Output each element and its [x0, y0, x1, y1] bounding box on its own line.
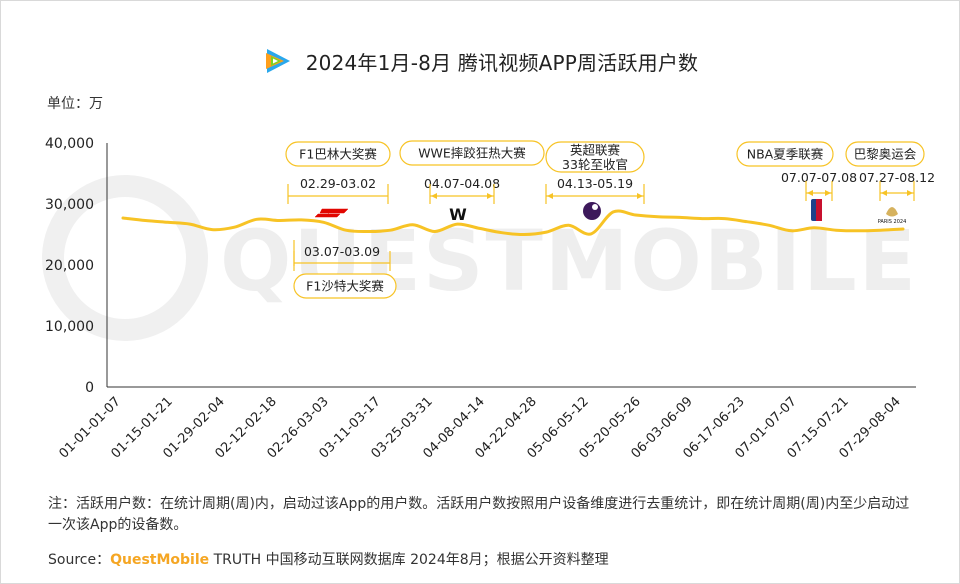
data-point: [679, 216, 682, 219]
data-point: [902, 228, 905, 231]
chart-title-row: 2024年1月-8月 腾讯视频APP周活跃用户数: [0, 44, 960, 78]
f1-saudi-label: F1沙特大奖赛: [306, 279, 384, 294]
paris-2024-logo-icon: [886, 207, 898, 217]
tencent-video-logo-icon: [265, 49, 290, 73]
premier-league-label: 英超联赛: [570, 142, 621, 157]
data-point: [322, 221, 325, 224]
premier-league-logo-icon-eye: [592, 204, 598, 210]
data-point: [746, 220, 749, 223]
data-point: [122, 217, 125, 220]
f1-saudi-box: [293, 273, 397, 299]
footnote: 注：活跃用户数：在统计周期(周)内，启动过该App的用户数。活跃用户数按照用户设…: [48, 496, 910, 533]
y-tick-label: 20,000: [45, 258, 94, 274]
wwe-box: [399, 140, 545, 166]
wwe-label: WWE摔跤狂热大赛: [418, 146, 526, 161]
data-point: [434, 230, 437, 233]
f1-logo-icon: [314, 208, 349, 218]
data-point: [478, 227, 481, 230]
data-point: [389, 229, 392, 232]
data-point: [345, 229, 348, 232]
f1-bahrain-range: 02.29-03.02: [300, 176, 376, 191]
data-point: [657, 216, 660, 219]
data-point: [879, 229, 882, 232]
wwe-arrow-left: [431, 193, 437, 199]
f1-bahrain-box: [285, 141, 391, 167]
data-point: [166, 221, 169, 224]
data-point: [255, 218, 258, 221]
data-point: [278, 219, 281, 222]
nba-range: 07.07-07.08: [781, 170, 857, 185]
data-point: [411, 223, 414, 226]
nba-arrow-right: [825, 190, 831, 196]
paris-olympics-arrow-right: [907, 190, 913, 196]
data-point: [835, 229, 838, 232]
data-point: [634, 214, 637, 217]
data-point: [590, 233, 593, 236]
watermark-ring-icon: [42, 175, 208, 341]
premier-league-arrow-left: [547, 193, 553, 199]
premier-league-logo-icon: [583, 202, 601, 220]
paris-2024-logo-text: PARIS 2024: [878, 219, 907, 225]
data-point: [501, 231, 504, 234]
data-point: [233, 226, 236, 229]
data-point: [300, 219, 303, 222]
data-point: [768, 224, 771, 227]
data-point: [857, 230, 860, 233]
wwe-arrow-right: [487, 193, 493, 199]
premier-league-range: 04.13-05.19: [557, 176, 633, 191]
data-point: [813, 227, 816, 230]
wwe-range: 04.07-04.08: [424, 176, 500, 191]
y-tick-label: 40,000: [45, 136, 94, 152]
data-point: [701, 217, 704, 220]
source-brand: QuestMobile: [110, 552, 210, 568]
data-point: [211, 228, 214, 231]
paris-olympics-label: 巴黎奥运会: [854, 147, 917, 162]
f1-saudi-range: 03.07-03.09: [304, 244, 380, 259]
data-point: [523, 233, 526, 236]
data-point: [144, 219, 147, 222]
nba-box: [736, 141, 834, 167]
data-point: [545, 231, 548, 234]
y-tick-label: 0: [85, 380, 94, 396]
series-line: [121, 209, 905, 237]
nba-label: NBA夏季联赛: [747, 147, 824, 162]
wwe-logo-icon: W: [449, 205, 467, 224]
nba-logo-icon-red: [816, 199, 822, 221]
y-tick-label: 30,000: [45, 197, 94, 213]
paris-olympics-range: 07.27-08.12: [859, 170, 935, 185]
annotations-layer: F1巴林大奖赛 02.29-03.02 03.07-03.09 F1沙特大奖赛 WWE摔…: [285, 140, 935, 299]
paris-olympics-box: [845, 141, 925, 167]
watermark: QUESTMOBILE: [42, 175, 916, 341]
premier-league-arrow-right: [637, 193, 643, 199]
data-point: [790, 230, 793, 233]
data-point: [189, 223, 192, 226]
source-prefix: Source：: [48, 552, 111, 568]
chart-title: 2024年1月-8月 腾讯视频APP周活跃用户数: [305, 50, 699, 75]
source-rest: TRUTH 中国移动互联网数据库 2024年8月；根据公开资料整理: [209, 552, 609, 568]
data-point: [612, 211, 615, 214]
data-point: [367, 230, 370, 233]
f1-bahrain-label: F1巴林大奖赛: [299, 147, 377, 162]
premier-league-box: [545, 141, 645, 173]
data-point: [723, 217, 726, 220]
premier-league-label: 33轮至收官: [562, 157, 628, 172]
nba-arrow-left: [807, 190, 813, 196]
data-point: [567, 224, 570, 227]
unit-label: 单位：万: [47, 96, 103, 112]
y-tick-label: 10,000: [45, 319, 94, 335]
series-layer: [121, 209, 905, 237]
source-line: Source：QuestMobile TRUTH 中国移动互联网数据库 2024…: [48, 549, 609, 569]
paris-olympics-arrow-left: [881, 190, 887, 196]
